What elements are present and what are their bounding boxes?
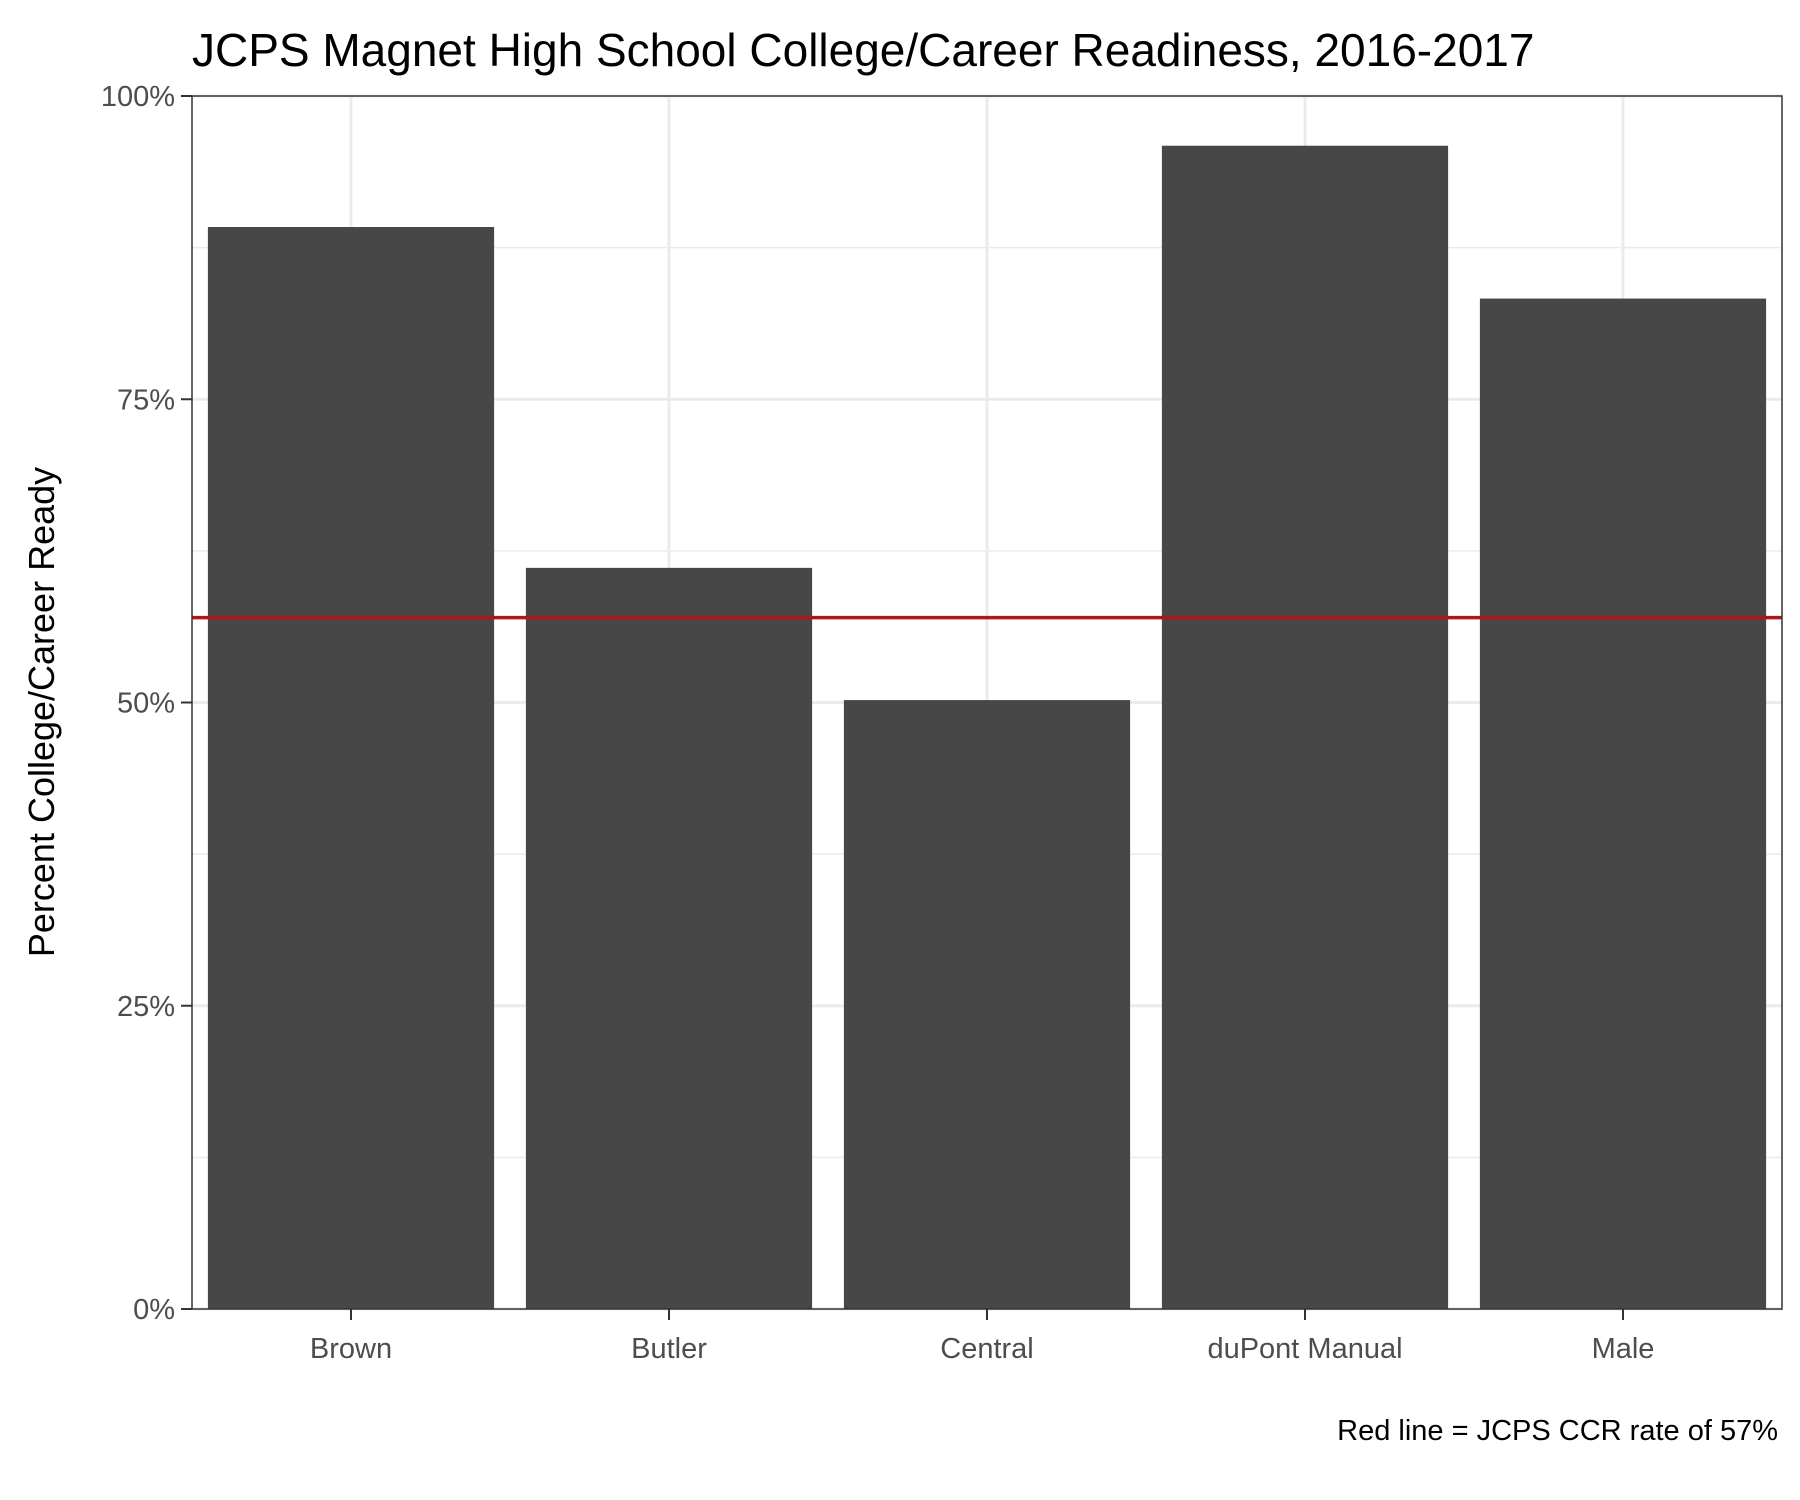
bar [207, 227, 495, 1309]
bar [525, 567, 813, 1309]
y-tick-label: 50% [117, 688, 175, 720]
x-tick-label: Male [1592, 1333, 1655, 1365]
x-tick-label: Central [940, 1333, 1034, 1365]
bars [207, 145, 1767, 1309]
bar [843, 700, 1131, 1309]
y-tick-label: 75% [117, 384, 175, 416]
x-tick-label: Butler [631, 1333, 707, 1365]
bar [1161, 145, 1449, 1309]
y-axis-title: Percent College/Career Ready [21, 467, 62, 957]
bar [1479, 298, 1767, 1309]
x-tick-label: Brown [310, 1333, 392, 1365]
y-tick-label: 25% [117, 991, 175, 1023]
chart-title: JCPS Magnet High School College/Career R… [192, 24, 1534, 76]
x-tick-label: duPont Manual [1207, 1333, 1402, 1365]
x-axis: Brown Butler Central duPont Manual Male [310, 1309, 1655, 1365]
caption: Red line = JCPS CCR rate of 57% [1337, 1415, 1778, 1447]
y-tick-label: 0% [133, 1294, 175, 1326]
y-tick-label: 100% [101, 81, 175, 113]
y-axis: 0% 25% 50% 75% 100% [101, 81, 192, 1326]
